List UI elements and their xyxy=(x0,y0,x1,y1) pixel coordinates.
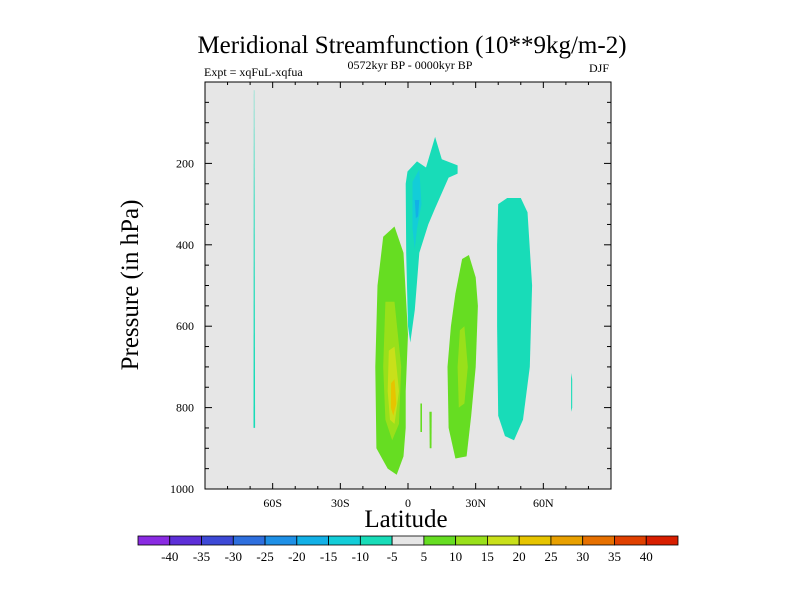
eq-positive-sliver-a xyxy=(420,403,422,432)
colorbar-box xyxy=(359,535,393,546)
y-tick-label: 800 xyxy=(176,401,194,415)
sh-positive-peak xyxy=(390,379,397,416)
y-axis-label: Pressure (in hPa) xyxy=(117,200,144,371)
colorbar: -40 -35 -30 -25 -20 -15 -10 -5 5 10 15 20 25 30 35 40 xyxy=(137,535,679,564)
colorbar-label: 5 xyxy=(421,549,428,564)
nh-subtropical-negative-cell xyxy=(497,198,533,441)
season-label: DJF xyxy=(589,61,609,75)
experiment-label: Expt = xqFuL-xqfua xyxy=(204,65,303,79)
x-tick-label: 60N xyxy=(533,496,554,510)
nh-positive-inner xyxy=(457,326,468,408)
contour-regions xyxy=(253,90,573,475)
colorbar-label: 20 xyxy=(513,549,526,564)
x-tick-label: 0 xyxy=(405,496,411,510)
sh-highlat-negative-band xyxy=(253,90,256,428)
colorbar-label: -10 xyxy=(352,549,369,564)
colorbar-box xyxy=(232,535,266,546)
colorbar-label: 40 xyxy=(640,549,653,564)
colorbar-box xyxy=(487,535,520,546)
eq-positive-sliver-b xyxy=(429,411,432,449)
colorbar-box xyxy=(201,535,234,546)
plot-area: 60S 30S 0 30N 60N 200 400 600 800 1000 xyxy=(170,81,612,510)
x-tick-label: 60S xyxy=(263,496,282,510)
colorbar-box xyxy=(296,535,329,546)
colorbar-label: 30 xyxy=(576,549,589,564)
axis-ticks: 60S 30S 0 30N 60N 200 400 600 800 1000 xyxy=(170,82,611,510)
colorbar-label: 15 xyxy=(481,549,494,564)
colorbar-label: 10 xyxy=(449,549,462,564)
nh-highlat-negative-sliver xyxy=(571,373,573,412)
x-tick-label: 30S xyxy=(331,496,350,510)
colorbar-box xyxy=(328,535,361,546)
colorbar-label: 25 xyxy=(544,549,557,564)
colorbar-label: -20 xyxy=(288,549,305,564)
colorbar-box xyxy=(137,535,171,546)
colorbar-box xyxy=(518,535,552,546)
y-tick-label: 1000 xyxy=(170,482,194,496)
colorbar-box xyxy=(423,535,457,546)
colorbar-label: -35 xyxy=(193,549,210,564)
y-tick-label: 200 xyxy=(176,156,194,170)
colorbar-box xyxy=(455,535,488,546)
x-axis-label: Latitude xyxy=(364,506,447,533)
colorbar-box xyxy=(550,535,584,546)
colorbar-label: -15 xyxy=(320,549,337,564)
chart-title: Meridional Streamfunction (10**9kg/m-2) xyxy=(197,32,626,59)
equatorial-negative-peak xyxy=(414,200,420,219)
colorbar-label: -25 xyxy=(256,549,273,564)
y-tick-label: 400 xyxy=(176,238,194,252)
colorbar-box xyxy=(614,535,647,546)
colorbar-box xyxy=(169,535,202,546)
colorbar-box xyxy=(391,535,425,546)
time-range-label: 0572kyr BP - 0000kyr BP xyxy=(348,58,473,72)
x-tick-label: 30N xyxy=(465,496,486,510)
colorbar-label: 35 xyxy=(608,549,621,564)
colorbar-label: -40 xyxy=(161,549,178,564)
colorbar-label: -30 xyxy=(225,549,242,564)
colorbar-box xyxy=(645,535,679,546)
colorbar-box xyxy=(582,535,615,546)
y-tick-label: 600 xyxy=(176,319,194,333)
colorbar-label: -5 xyxy=(387,549,398,564)
colorbar-box xyxy=(264,535,298,546)
